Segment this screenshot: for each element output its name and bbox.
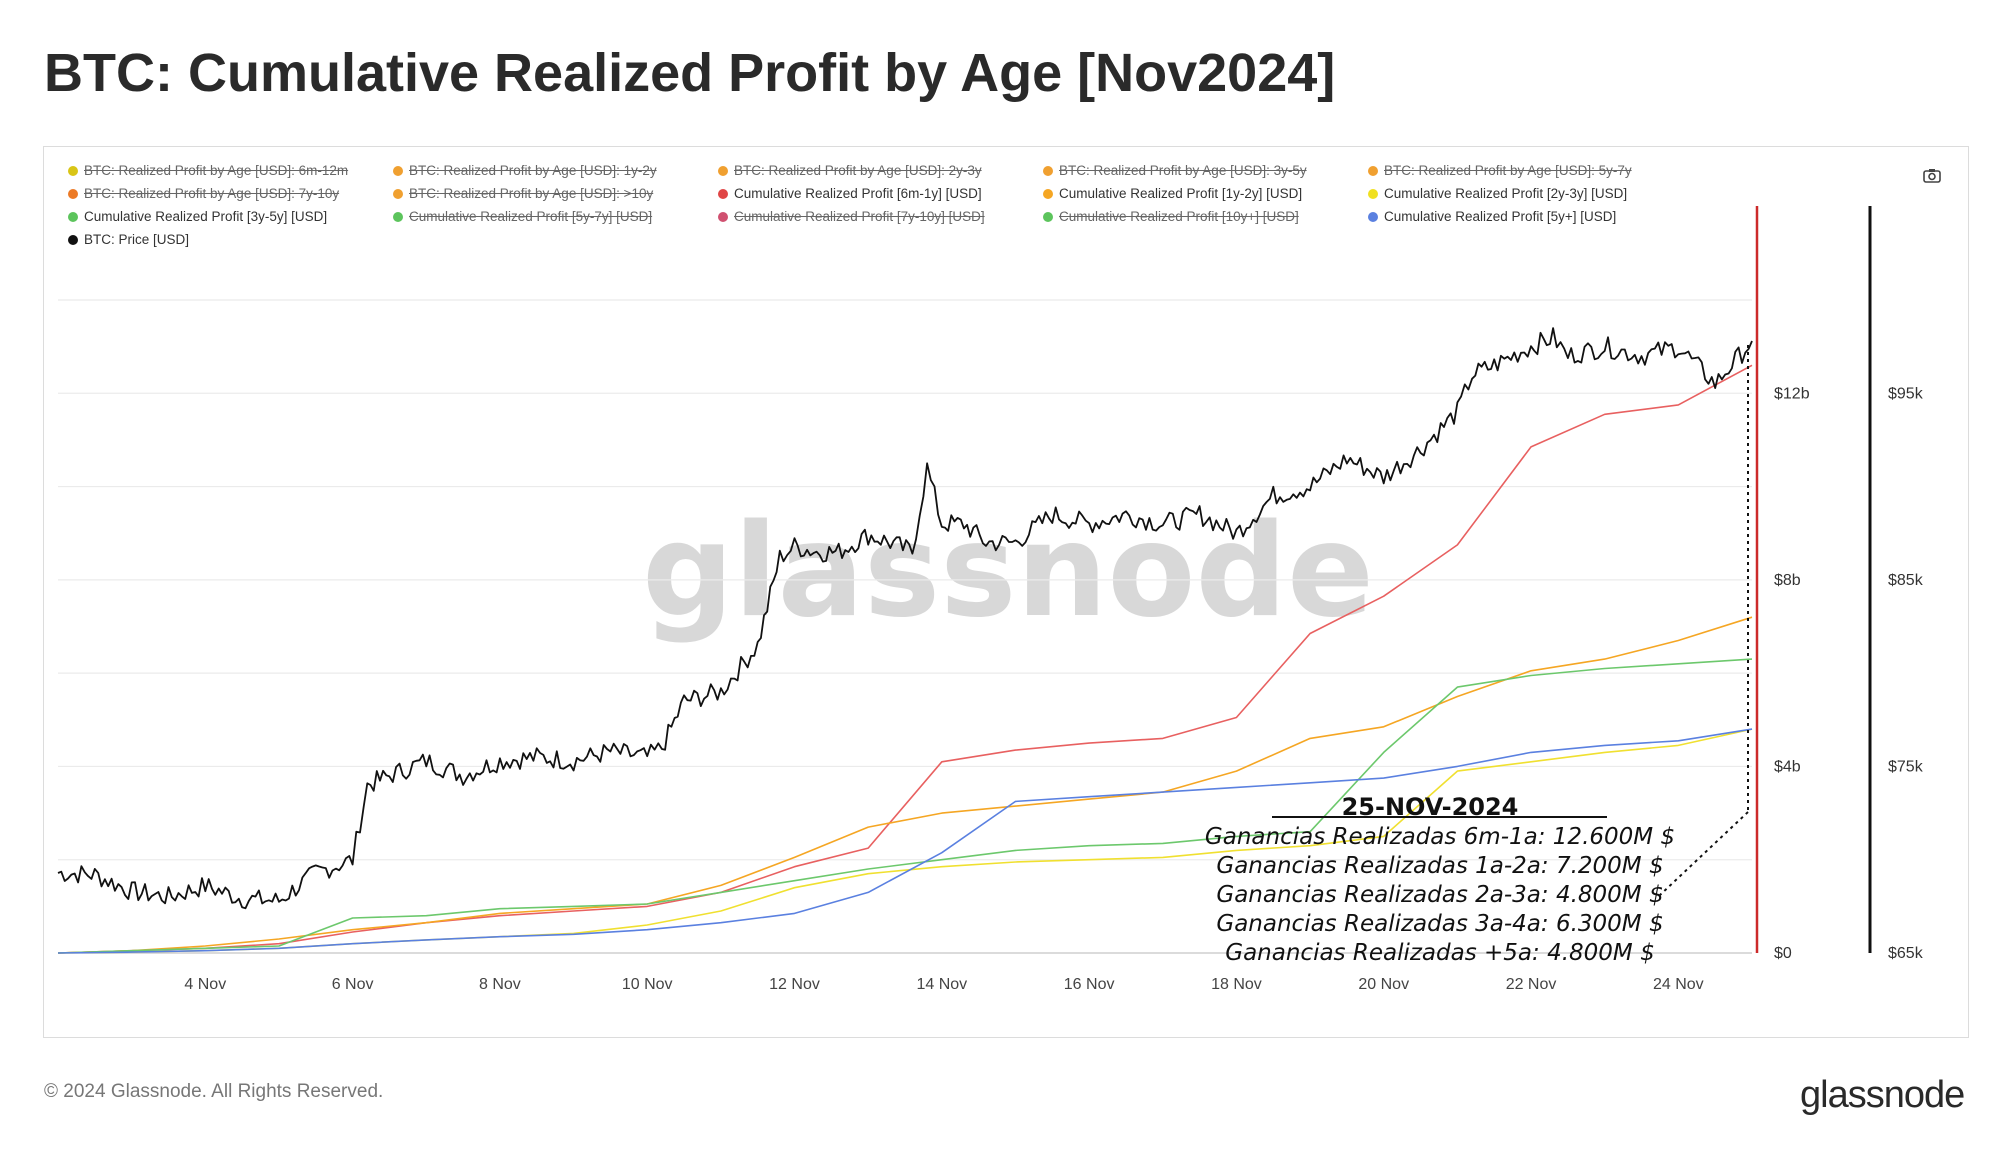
legend-item[interactable]: BTC: Realized Profit by Age [USD]: 3y-5y (1043, 162, 1307, 180)
legend-dot-icon (718, 189, 728, 199)
legend-item[interactable]: BTC: Realized Profit by Age [USD]: 1y-2y (393, 162, 657, 180)
legend-dot-icon (393, 189, 403, 199)
legend-dot-icon (718, 166, 728, 176)
legend-label: BTC: Price [USD] (84, 232, 189, 247)
legend-dot-icon (68, 235, 78, 245)
legend-item[interactable]: Cumulative Realized Profit [3y-5y] [USD] (68, 208, 327, 226)
legend-dot-icon (393, 166, 403, 176)
legend-item[interactable]: Cumulative Realized Profit [2y-3y] [USD] (1368, 185, 1627, 203)
legend-item[interactable]: BTC: Realized Profit by Age [USD]: 5y-7y (1368, 162, 1632, 180)
legend-item[interactable]: Cumulative Realized Profit [7y-10y] [USD… (718, 208, 985, 226)
legend-dot-icon (393, 212, 403, 222)
legend-label: BTC: Realized Profit by Age [USD]: 7y-10… (84, 186, 339, 201)
legend-item[interactable]: Cumulative Realized Profit [6m-1y] [USD] (718, 185, 982, 203)
legend-dot-icon (68, 189, 78, 199)
legend-label: Cumulative Realized Profit [2y-3y] [USD] (1384, 186, 1627, 201)
legend-label: BTC: Realized Profit by Age [USD]: 2y-3y (734, 163, 982, 178)
legend-label: BTC: Realized Profit by Age [USD]: 1y-2y (409, 163, 657, 178)
legend-dot-icon (68, 166, 78, 176)
legend-label: BTC: Realized Profit by Age [USD]: >10y (409, 186, 653, 201)
legend-label: Cumulative Realized Profit [7y-10y] [USD… (734, 209, 985, 224)
legend-label: BTC: Realized Profit by Age [USD]: 6m-12… (84, 163, 348, 178)
legend-label: Cumulative Realized Profit [1y-2y] [USD] (1059, 186, 1302, 201)
legend-item[interactable]: BTC: Realized Profit by Age [USD]: 6m-12… (68, 162, 348, 180)
legend-item[interactable]: Cumulative Realized Profit [5y+] [USD] (1368, 208, 1616, 226)
legend-dot-icon (1043, 212, 1053, 222)
legend-item[interactable]: BTC: Price [USD] (68, 231, 189, 249)
legend-label: Cumulative Realized Profit [6m-1y] [USD] (734, 186, 982, 201)
legend-dot-icon (1043, 166, 1053, 176)
legend-item[interactable]: Cumulative Realized Profit [10y+] [USD] (1043, 208, 1299, 226)
legend-item[interactable]: Cumulative Realized Profit [1y-2y] [USD] (1043, 185, 1302, 203)
legend-item[interactable]: BTC: Realized Profit by Age [USD]: 2y-3y (718, 162, 982, 180)
legend-dot-icon (1368, 166, 1378, 176)
legend-dot-icon (718, 212, 728, 222)
legend-dot-icon (1368, 212, 1378, 222)
legend-label: Cumulative Realized Profit [3y-5y] [USD] (84, 209, 327, 224)
legend-dot-icon (1043, 189, 1053, 199)
legend-label: Cumulative Realized Profit [10y+] [USD] (1059, 209, 1299, 224)
camera-icon[interactable] (1922, 166, 1942, 186)
legend-label: Cumulative Realized Profit [5y-7y] [USD] (409, 209, 652, 224)
legend-dot-icon (1368, 189, 1378, 199)
chart-frame (43, 146, 1969, 1038)
legend-item[interactable]: BTC: Realized Profit by Age [USD]: >10y (393, 185, 653, 203)
legend-label: Cumulative Realized Profit [5y+] [USD] (1384, 209, 1616, 224)
legend-dot-icon (68, 212, 78, 222)
legend-label: BTC: Realized Profit by Age [USD]: 5y-7y (1384, 163, 1632, 178)
legend-item[interactable]: BTC: Realized Profit by Age [USD]: 7y-10… (68, 185, 339, 203)
footer-logo[interactable]: glassnode (1800, 1074, 1964, 1117)
footer-copyright: © 2024 Glassnode. All Rights Reserved. (44, 1081, 383, 1103)
legend-item[interactable]: Cumulative Realized Profit [5y-7y] [USD] (393, 208, 652, 226)
legend-label: BTC: Realized Profit by Age [USD]: 3y-5y (1059, 163, 1307, 178)
page-title: BTC: Cumulative Realized Profit by Age [… (44, 42, 1335, 104)
